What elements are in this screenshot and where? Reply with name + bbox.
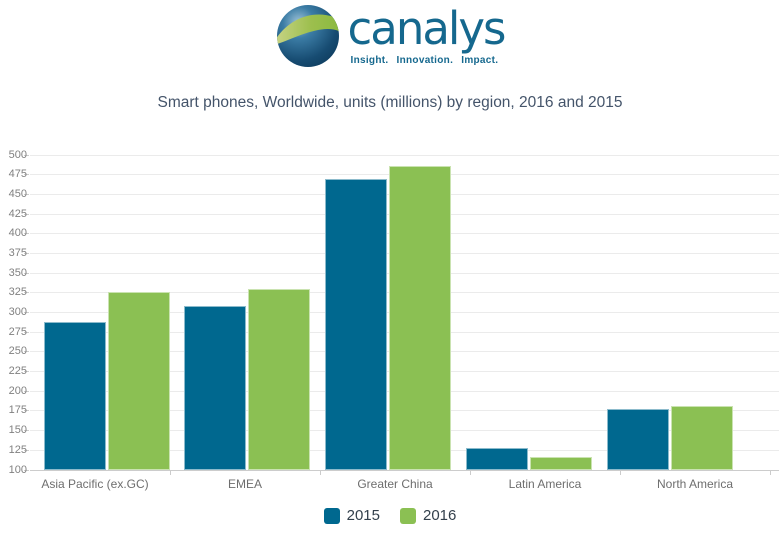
y-axis-tick xyxy=(24,174,29,176)
y-axis-tick xyxy=(24,430,29,432)
gridline xyxy=(30,154,779,156)
x-axis-tick xyxy=(770,470,771,475)
y-axis-tick xyxy=(24,154,29,156)
y-axis-tick xyxy=(24,371,29,373)
x-axis-tick xyxy=(170,470,171,475)
y-axis-label: 300 xyxy=(8,306,27,318)
y-axis-tick xyxy=(24,331,29,333)
x-axis-label-emea: EMEA xyxy=(227,477,262,491)
logo-header: canalys Insight. Innovation. Impact. xyxy=(0,4,780,68)
y-axis-label: 475 xyxy=(8,168,27,181)
y-axis-tick xyxy=(24,213,29,215)
chart-legend: 2015 2016 xyxy=(0,507,780,524)
bar-2016-latin-america[interactable] xyxy=(530,457,593,470)
x-axis-label-latin-america: Latin America xyxy=(508,477,582,491)
bar-2015-emea[interactable] xyxy=(184,306,247,470)
bar-2016-asia-pacific-ex-gc[interactable] xyxy=(107,292,170,470)
y-axis-tick xyxy=(24,292,29,294)
canalys-globe-logo-icon xyxy=(276,5,339,67)
y-axis-label: 400 xyxy=(8,227,27,240)
y-axis-label: 150 xyxy=(8,424,27,437)
bar-2016-greater-china[interactable] xyxy=(389,166,452,470)
y-axis-label: 100 xyxy=(8,463,27,476)
x-axis-label-north-america: North America xyxy=(656,477,734,491)
y-axis-label: 425 xyxy=(8,207,27,220)
bar-2015-latin-america[interactable] xyxy=(466,447,529,470)
brand-wordmark: canalys xyxy=(347,2,507,55)
x-axis-tick xyxy=(320,470,321,475)
y-axis-tick xyxy=(24,233,29,235)
y-axis-label: 250 xyxy=(8,345,27,358)
y-axis-label: 350 xyxy=(8,266,27,279)
bar-2015-greater-china[interactable] xyxy=(325,179,388,470)
y-axis-tick xyxy=(24,469,29,471)
legend-label: 2016 xyxy=(423,507,457,524)
bar-2016-emea[interactable] xyxy=(248,288,311,470)
y-axis-tick xyxy=(24,272,29,274)
y-axis-label: 225 xyxy=(8,365,27,378)
brand-tagline: Insight. Innovation. Impact. xyxy=(350,55,499,66)
chart-title: Smart phones, Worldwide, units (millions… xyxy=(157,94,623,111)
y-axis-tick xyxy=(24,351,29,353)
y-axis-label: 125 xyxy=(8,443,27,456)
y-axis-label: 450 xyxy=(8,187,27,200)
x-axis-label-greater-china: Greater China xyxy=(357,477,433,491)
bar-2015-north-america[interactable] xyxy=(607,409,670,470)
y-axis-tick xyxy=(24,410,29,412)
legend-item-2015[interactable]: 2015 xyxy=(323,507,380,524)
bar-2016-north-america[interactable] xyxy=(671,406,734,470)
y-axis-label: 325 xyxy=(8,286,27,299)
x-axis-line xyxy=(30,469,779,471)
y-axis-tick xyxy=(24,252,29,254)
y-axis-label: 500 xyxy=(8,148,27,161)
y-axis-tick xyxy=(24,312,29,313)
legend-label: 2015 xyxy=(346,507,380,524)
y-axis-label: 200 xyxy=(8,384,27,397)
legend-item-2016[interactable]: 2016 xyxy=(400,507,456,524)
y-axis-tick xyxy=(24,390,29,392)
y-axis-label: 175 xyxy=(8,404,27,417)
y-axis-tick xyxy=(24,193,29,195)
x-axis-tick xyxy=(470,470,471,475)
legend-swatch-2016 xyxy=(400,507,416,524)
legend-swatch-2015 xyxy=(323,507,340,524)
y-axis-label: 375 xyxy=(8,246,27,259)
x-axis-label-asia-pacific-ex-gc: Asia Pacific (ex.GC) xyxy=(41,477,149,491)
x-axis-tick xyxy=(620,470,621,475)
y-axis-tick xyxy=(24,449,29,451)
bar-2015-asia-pacific-ex-gc[interactable] xyxy=(43,321,106,470)
logo-text-block: canalys Insight. Innovation. Impact. xyxy=(347,2,507,67)
canalys-logo: canalys Insight. Innovation. Impact. xyxy=(276,2,507,68)
y-axis-label: 275 xyxy=(8,325,27,338)
